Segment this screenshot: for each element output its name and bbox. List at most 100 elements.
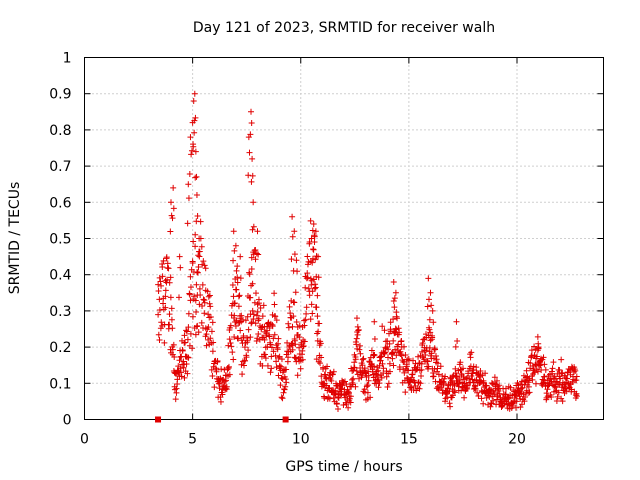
- data-point: [168, 199, 174, 206]
- data-point: [165, 265, 172, 272]
- data-point: [246, 269, 253, 276]
- data-point: [190, 97, 197, 104]
- data-point: [163, 254, 170, 261]
- data-point: [457, 359, 464, 366]
- data-point: [487, 403, 494, 410]
- data-point: [167, 274, 174, 281]
- data-point: [248, 108, 255, 115]
- data-point: [354, 323, 361, 330]
- data-point: [328, 377, 335, 384]
- data-point: [245, 326, 252, 333]
- data-point: [390, 297, 397, 304]
- data-point: [418, 360, 425, 367]
- data-point: [536, 360, 543, 367]
- data-point: [162, 304, 169, 311]
- data-point: [430, 369, 437, 376]
- data-point: [304, 253, 311, 260]
- data-point: [250, 199, 257, 206]
- data-point: [238, 361, 245, 368]
- data-point: [564, 375, 571, 382]
- data-point: [178, 369, 185, 376]
- data-point: [254, 308, 261, 315]
- data-point: [346, 395, 353, 402]
- data-point: [262, 355, 269, 362]
- data-point: [281, 386, 288, 393]
- data-point: [271, 331, 278, 338]
- data-point: [184, 336, 191, 343]
- data-point: [294, 372, 301, 379]
- data-point: [434, 360, 441, 367]
- data-point: [245, 134, 252, 141]
- data-point: [162, 287, 169, 294]
- data-point: [531, 343, 538, 350]
- data-point: [192, 243, 199, 250]
- data-point: [456, 380, 463, 387]
- data-point: [210, 339, 217, 346]
- data-point: [322, 371, 329, 378]
- data-point: [451, 389, 458, 396]
- data-point: [304, 274, 311, 281]
- data-point: [307, 316, 314, 323]
- data-point: [418, 366, 425, 373]
- data-point: [352, 356, 359, 363]
- data-point: [160, 300, 167, 307]
- data-point: [235, 335, 242, 342]
- data-point: [480, 377, 487, 384]
- data-point: [296, 344, 303, 351]
- data-point: [432, 346, 439, 353]
- data-point: [425, 275, 432, 282]
- data-point: [533, 366, 540, 373]
- data-point: [482, 370, 489, 377]
- data-point: [375, 384, 382, 391]
- data-point: [427, 352, 434, 359]
- data-point: [264, 343, 271, 350]
- data-point: [166, 279, 173, 286]
- data-point: [430, 373, 437, 380]
- data-point: [427, 329, 434, 336]
- data-point: [368, 347, 375, 354]
- data-point: [180, 364, 187, 371]
- data-point: [192, 231, 199, 238]
- data-point: [542, 366, 549, 373]
- data-point: [299, 356, 306, 363]
- data-point: [264, 362, 271, 369]
- data-point: [270, 348, 277, 355]
- data-point: [390, 316, 397, 323]
- data-point: [378, 374, 385, 381]
- data-point: [192, 148, 199, 155]
- x-tick-label: 5: [188, 432, 197, 448]
- data-point: [187, 297, 194, 304]
- data-point: [351, 364, 358, 371]
- data-point: [534, 368, 541, 375]
- data-point: [225, 365, 232, 372]
- data-point: [573, 373, 580, 380]
- data-point: [308, 301, 315, 308]
- data-point: [359, 356, 366, 363]
- data-point: [398, 352, 405, 359]
- data-point: [390, 337, 397, 344]
- data-point: [283, 379, 290, 386]
- data-point: [184, 328, 191, 335]
- data-point: [199, 281, 206, 288]
- data-point: [454, 338, 461, 345]
- data-point: [263, 327, 270, 334]
- data-point: [253, 312, 260, 319]
- data-point: [191, 117, 198, 124]
- data-point: [275, 372, 282, 379]
- data-point: [525, 383, 532, 390]
- data-point: [202, 325, 209, 332]
- data-point: [365, 372, 372, 379]
- data-point: [266, 325, 273, 332]
- data-point: [513, 392, 520, 399]
- data-point: [268, 353, 275, 360]
- data-point: [341, 378, 348, 385]
- data-point: [352, 383, 359, 390]
- data-point: [324, 363, 331, 370]
- data-point: [269, 323, 276, 330]
- data-point: [549, 365, 556, 372]
- data-point: [233, 267, 240, 274]
- data-point: [170, 184, 177, 191]
- data-point: [284, 339, 291, 346]
- data-point: [302, 284, 309, 291]
